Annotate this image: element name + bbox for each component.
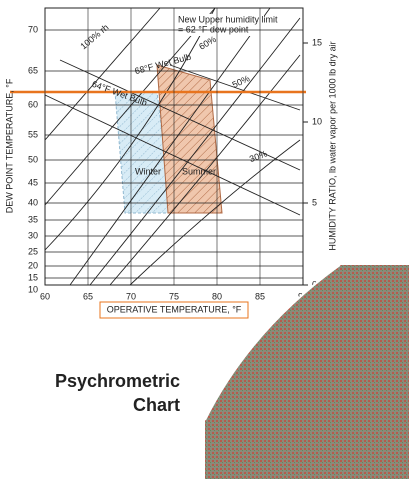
x-tick-label: 85 — [255, 291, 265, 301]
y2-tick-label: 15 — [312, 37, 322, 47]
note: = 62 °F dew point — [178, 24, 249, 34]
y-tick-label: 10 — [28, 284, 38, 294]
note: New Upper humidity limit — [178, 14, 278, 24]
y-tick-label: 50 — [28, 154, 38, 164]
annotation: 30% — [248, 149, 268, 165]
y-tick-label: 20 — [28, 260, 38, 270]
y-tick-label: 45 — [28, 177, 38, 187]
page: New Upper humidity limit = 62 °F dew poi… — [0, 0, 409, 479]
comfort-chart: New Upper humidity limit = 62 °F dew poi… — [4, 8, 337, 318]
x-tick-label: 75 — [169, 291, 179, 301]
caption: Psychrometric — [55, 371, 180, 391]
x-tick-label: 70 — [126, 291, 136, 301]
y2-tick-label: 5 — [312, 197, 317, 207]
zone-label: Summer — [182, 166, 216, 176]
caption: Chart — [133, 395, 180, 415]
zone-label: Winter — [135, 166, 161, 176]
psychrometric-chart-image — [205, 265, 409, 479]
x-tick-label: 65 — [83, 291, 93, 301]
y-tick-label: 15 — [28, 272, 38, 282]
y2-axis-title: HUMIDITY RATIO, lb water vapor per 1000 … — [327, 41, 337, 250]
y-axis-title: DEW POINT TEMPERATURE, °F — [4, 78, 14, 213]
y-tick-label: 25 — [28, 246, 38, 256]
annotation: 50% — [231, 73, 252, 90]
y-tick-label: 30 — [28, 230, 38, 240]
y2-tick-label: 10 — [312, 116, 322, 126]
x-tick-label: 80 — [212, 291, 222, 301]
x-axis-title: OPERATIVE TEMPERATURE, °F — [107, 304, 242, 314]
annotation: 100% rh — [78, 22, 110, 51]
annotation: 60% — [197, 34, 218, 52]
x-tick-label: 60 — [40, 291, 50, 301]
y-tick-label: 70 — [28, 24, 38, 34]
y-tick-label: 35 — [28, 214, 38, 224]
y-tick-label: 60 — [28, 99, 38, 109]
y-tick-label: 65 — [28, 65, 38, 75]
y-tick-label: 40 — [28, 197, 38, 207]
y-tick-label: 55 — [28, 129, 38, 139]
